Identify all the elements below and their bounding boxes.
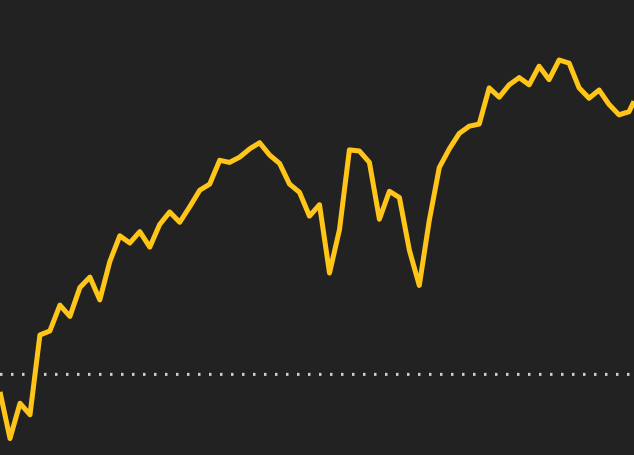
data-point [158,223,161,226]
data-point [19,402,22,405]
data-point [78,286,81,289]
data-point [618,113,621,116]
data-point [518,76,521,79]
data-point [218,159,221,162]
data-point [478,123,481,126]
data-point [408,249,411,252]
data-point [318,203,321,206]
data-point [148,246,151,249]
data-point [568,62,571,65]
data-point [138,230,141,233]
data-point [388,190,391,193]
data-point [588,97,591,100]
data-point [168,211,171,214]
data-point [98,298,101,301]
data-point [108,260,111,263]
data-point [558,59,561,62]
data-point [508,83,511,86]
data-point [608,103,611,106]
data-point [338,228,341,231]
data-point [488,86,491,89]
data-point [378,218,381,221]
data-point [128,242,131,245]
data-point [238,156,241,159]
data-point [468,125,471,128]
data-point [498,96,501,99]
data-point [88,276,91,279]
data-point [528,83,531,86]
data-point [188,205,191,208]
data-point [228,161,231,164]
data-point [118,234,121,237]
data-point [448,147,451,150]
data-point [438,166,441,169]
data-point [328,272,331,275]
data-point [258,141,261,144]
data-point [458,132,461,135]
data-point [298,191,301,194]
data-point [358,150,361,153]
data-point [538,65,541,68]
data-point [348,148,351,151]
data-point [598,89,601,92]
data-point [198,189,201,192]
data-point [208,183,211,186]
series-line [0,57,634,441]
data-point [48,329,51,332]
data-point [29,413,32,416]
data-point [58,304,61,307]
data-point [628,110,631,113]
data-point [428,219,431,222]
data-point [38,334,41,337]
data-point [278,162,281,165]
data-point [68,315,71,318]
data-point [578,86,581,89]
data-point [288,183,291,186]
data-point [9,437,12,440]
data-point [418,284,421,287]
data-point [248,147,251,150]
data-point [368,161,371,164]
data-point [178,221,181,224]
data-point [308,215,311,218]
data-point [548,78,551,81]
data-point [398,196,401,199]
data-point [268,154,271,157]
